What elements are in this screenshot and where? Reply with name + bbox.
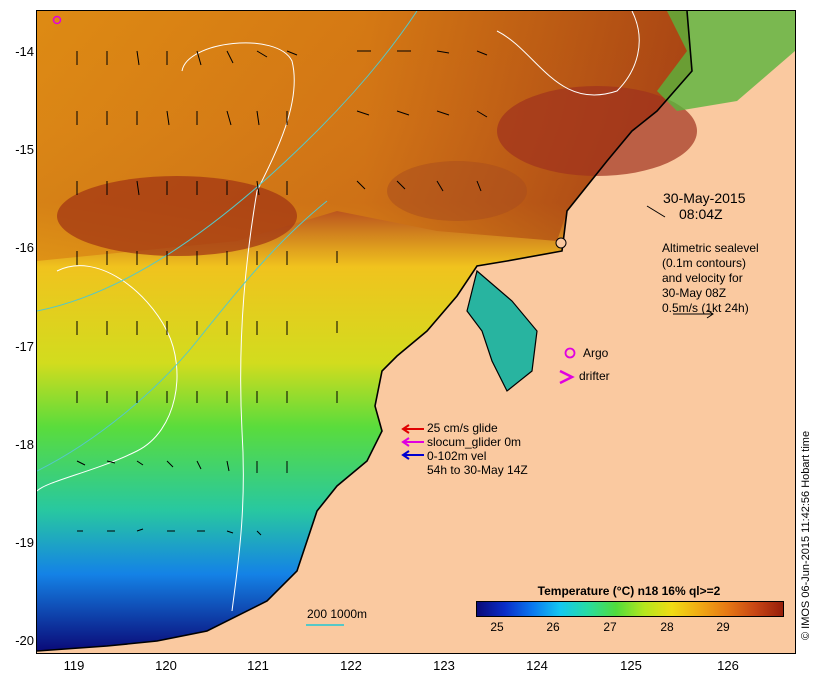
- time-pointer: [646, 205, 666, 218]
- legend-vel: 0-102m vel: [427, 449, 487, 463]
- lat-tick: -14: [15, 44, 34, 59]
- altimetry-label: (0.1m contours): [662, 256, 747, 270]
- argo-label: Argo: [583, 346, 609, 360]
- lon-tick: 123: [433, 658, 455, 673]
- lat-tick: -17: [15, 339, 34, 354]
- time-label: 08:04Z: [679, 206, 723, 222]
- colorbar-tick: 27: [603, 620, 617, 634]
- sst-map: [37, 11, 795, 652]
- altimetry-label: 30-May 08Z: [662, 286, 727, 300]
- altimetry-label: Altimetric sealevel: [662, 241, 759, 255]
- lon-tick: 124: [526, 658, 548, 673]
- altimetry-label: and velocity for: [662, 271, 743, 285]
- lat-tick: -19: [15, 535, 34, 550]
- bathy-1000: [37, 200, 328, 472]
- colorbar-tick: 29: [716, 620, 730, 634]
- lon-tick: 120: [155, 658, 177, 673]
- date-label: 30-May-2015: [663, 190, 746, 206]
- glide-legend-arrow: [401, 424, 424, 434]
- sealevel-contour: [181, 42, 295, 612]
- lon-tick: 119: [63, 658, 85, 673]
- altimetry-label: 0.5m/s (1kt 24h): [662, 301, 749, 315]
- vel-legend-arrow: [401, 450, 424, 460]
- scalebar-label: 200 1000m: [307, 607, 368, 621]
- colorbar-tick: 28: [660, 620, 674, 634]
- lon-tick: 125: [620, 658, 642, 673]
- lat-tick: -15: [15, 142, 34, 157]
- argo-marker[interactable]: [52, 15, 62, 25]
- scalebar-line: [306, 624, 344, 626]
- hot-patch: [57, 176, 297, 256]
- colorbar: [476, 601, 784, 617]
- coastline: [37, 11, 693, 652]
- copyright-stamp: © IMOS 06-Jun-2015 11:42:56 Hobart time: [800, 430, 812, 640]
- bathy-200: [37, 11, 418, 312]
- sealevel-contour: [37, 265, 178, 492]
- velocity-field: [76, 50, 488, 536]
- argo-legend-marker: [564, 347, 576, 359]
- hot-patch: [497, 86, 697, 176]
- sealevel-contour: [496, 11, 640, 96]
- lat-tick: -16: [15, 240, 34, 255]
- peninsula: [466, 269, 538, 392]
- scale-arrow: [673, 309, 714, 319]
- legend-glide: 25 cm/s glide: [427, 421, 498, 435]
- island: [555, 237, 567, 249]
- colorbar-tick: 26: [546, 620, 560, 634]
- lat-tick: -20: [15, 633, 34, 648]
- map-frame[interactable]: 30-May-2015 08:04Z Altimetric sealevel (…: [36, 10, 796, 654]
- slocum-legend-arrow: [401, 437, 424, 447]
- lon-tick: 126: [717, 658, 739, 673]
- lon-tick: 122: [340, 658, 362, 673]
- hot-patch: [387, 161, 527, 221]
- drifter-legend-marker: [559, 369, 575, 385]
- colorbar-title: Temperature (°C) n18 16% ql>=2: [537, 584, 721, 598]
- legend-range: 54h to 30-May 14Z: [427, 463, 528, 477]
- lon-tick: 121: [247, 658, 269, 673]
- drifter-label: drifter: [579, 369, 610, 383]
- legend-slocum: slocum_glider 0m: [427, 435, 522, 449]
- colorbar-tick: 25: [490, 620, 504, 634]
- ne-green: [657, 11, 795, 111]
- lat-tick: -18: [15, 437, 34, 452]
